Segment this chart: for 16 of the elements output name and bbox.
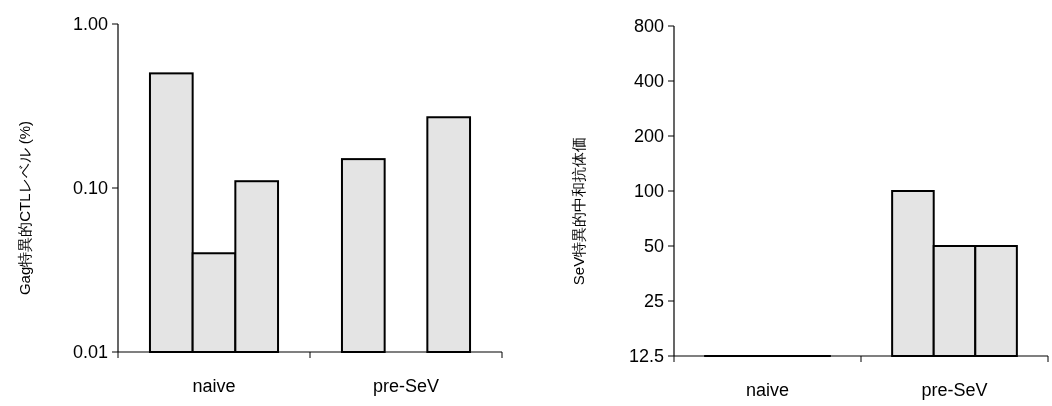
y-tick-label: 800: [633, 16, 664, 36]
y-tick-label: 0.01: [72, 342, 108, 362]
x-tick-label: pre-SeV: [372, 376, 440, 396]
y-axis-title: SeV特異的中和抗体価: [570, 136, 587, 286]
y-tick-label: 50: [643, 236, 664, 256]
x-tick-label: naive: [745, 380, 790, 400]
y-axis-title: Gag特異的CTLレベル (%): [16, 120, 33, 296]
y-tick-label: 1.00: [72, 14, 108, 34]
x-tick-label: pre-SeV: [921, 380, 988, 400]
y-tick-label: 200: [633, 126, 664, 146]
y-tick-label: 25: [643, 291, 664, 311]
y-tick-label: 0.10: [72, 178, 108, 198]
y-tick-label: 100: [633, 181, 664, 201]
y-tick-label: 12.5: [628, 346, 664, 366]
y-tick-label: 400: [633, 71, 664, 91]
x-tick-label: naive: [192, 376, 236, 396]
